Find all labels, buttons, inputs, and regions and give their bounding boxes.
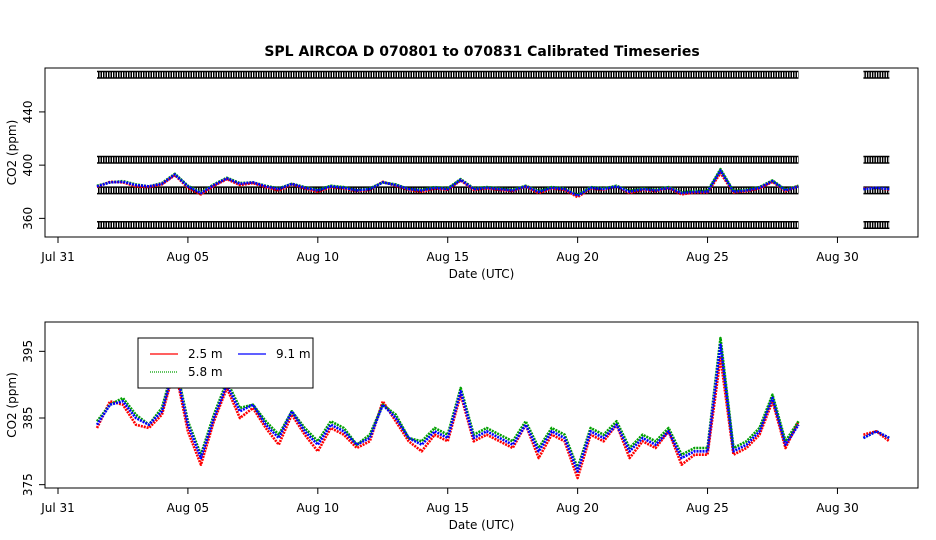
data-line (96, 169, 890, 197)
y-tick-label: 385 (21, 407, 35, 430)
legend-label: 9.1 m (276, 347, 311, 361)
legend-label: 2.5 m (188, 347, 223, 361)
legend-box (137, 337, 314, 389)
y-tick-label: 375 (21, 473, 35, 496)
y-tick-label: 360 (21, 207, 35, 230)
x-tick-label: Aug 15 (426, 501, 469, 515)
y-tick-label: 400 (21, 154, 35, 177)
data-line (95, 343, 890, 473)
x-axis-label: Date (UTC) (449, 267, 515, 281)
y-tick-label: 395 (21, 340, 35, 363)
plot-frame (44, 67, 919, 238)
y-axis-label: CO2 (ppm) (5, 372, 19, 438)
legend-label: 5.8 m (188, 365, 223, 379)
x-tick-label: Aug 05 (167, 501, 210, 515)
chart-title: SPL AIRCOA D 070801 to 070831 Calibrated… (264, 44, 699, 60)
y-axis-label: CO2 (ppm) (5, 120, 19, 186)
x-tick-label: Aug 25 (686, 250, 729, 264)
y-tick-label: 440 (21, 100, 35, 123)
x-axis-label: Date (UTC) (449, 518, 515, 532)
x-tick-label: Aug 10 (297, 250, 340, 264)
x-tick-label: Aug 25 (686, 501, 729, 515)
x-tick-label: Aug 20 (556, 250, 599, 264)
x-tick-label: Aug 15 (426, 250, 469, 264)
x-tick-label: Jul 31 (40, 250, 75, 264)
x-tick-label: Aug 30 (816, 250, 859, 264)
x-tick-label: Aug 05 (167, 250, 210, 264)
plot-frame (44, 321, 919, 489)
data-line (95, 356, 891, 480)
x-tick-label: Aug 30 (816, 501, 859, 515)
x-tick-label: Aug 10 (297, 501, 340, 515)
x-tick-label: Jul 31 (40, 501, 75, 515)
x-tick-label: Aug 20 (556, 501, 599, 515)
